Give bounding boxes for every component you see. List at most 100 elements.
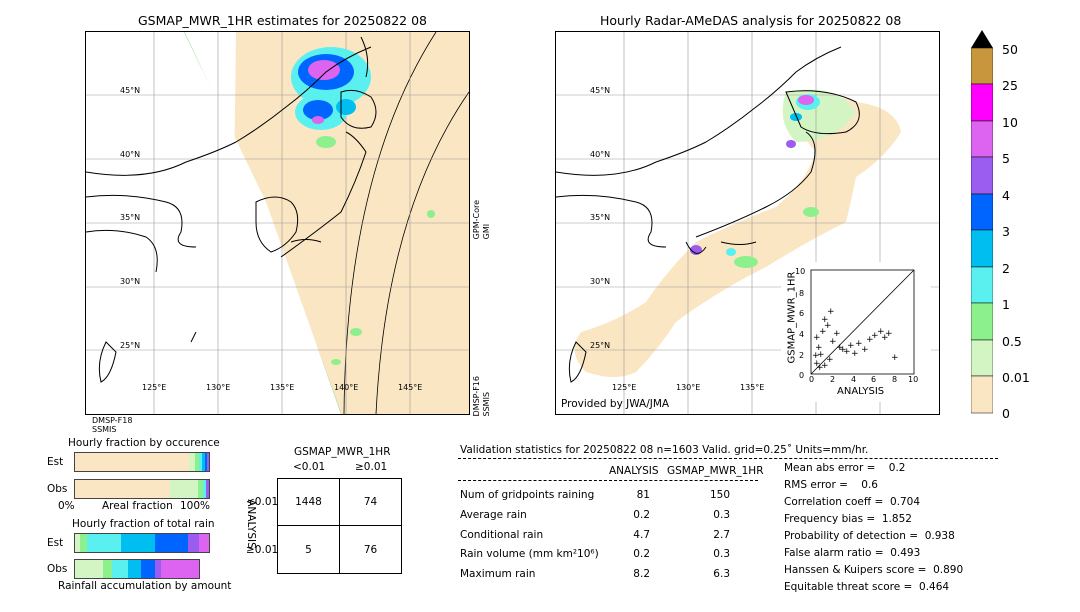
cb-5: 5 <box>1002 151 1010 166</box>
stat-gsmap-4: 6.3 <box>713 568 730 580</box>
stat-analysis-0: 81 <box>636 489 650 501</box>
contingency-title: GSMAP_MWR_1HR <box>294 446 391 458</box>
right-lat-35: 35°N <box>590 213 611 222</box>
left-lon-135: 135°E <box>270 383 295 392</box>
svg-text:+: + <box>847 341 855 351</box>
right-lon-125: 125°E <box>612 383 637 392</box>
occurrence-axis-mid: Areal fraction <box>102 500 173 512</box>
svg-text:+: + <box>881 333 889 343</box>
scatter-y-6: 6 <box>799 309 805 318</box>
left-lon-130: 130°E <box>206 383 231 392</box>
svg-text:+: + <box>816 363 824 373</box>
right-map[interactable]: 45°N 40°N 35°N 30°N 25°N 125°E 130°E 135… <box>555 31 940 415</box>
svg-text:+: + <box>866 335 874 345</box>
scatter-x-2: 2 <box>830 375 836 384</box>
svg-text:+: + <box>877 327 885 337</box>
left-lon-140: 140°E <box>334 383 359 392</box>
svg-text:+: + <box>812 351 820 361</box>
left-lat-45: 45°N <box>120 86 141 95</box>
left-map[interactable]: 45°N 40°N 35°N 30°N 25°N 125°E 130°E 135… <box>85 31 470 415</box>
contingency-value-11: 76 <box>363 544 378 556</box>
right-lat-40: 40°N <box>590 150 611 159</box>
stat-label-0: Num of gridpoints raining <box>460 489 595 501</box>
radar-rain <box>690 94 820 268</box>
total-rain-est-label: Est <box>47 537 64 549</box>
contingency-cell-11: 76 <box>339 525 402 574</box>
scatter-x-6: 6 <box>871 375 877 384</box>
right-lat-25: 25°N <box>590 341 611 350</box>
scatter-y-2: 2 <box>799 351 805 360</box>
left-lat-30: 30°N <box>120 277 141 286</box>
occurrence-obs-label: Obs <box>47 483 68 495</box>
right-lat-45: 45°N <box>590 86 611 95</box>
left-lat-25: 25°N <box>120 341 141 350</box>
contingency-cell-00: 1448 <box>277 478 340 526</box>
cb-0-01: 0.01 <box>1002 370 1030 385</box>
right-map-title: Hourly Radar-AMeDAS analysis for 2025082… <box>600 13 902 28</box>
svg-text:+: + <box>836 343 844 353</box>
svg-text:+: + <box>813 333 821 343</box>
right-map-canvas <box>556 32 939 414</box>
svg-text:+: + <box>843 347 851 357</box>
contingency-value-00: 1448 <box>295 496 322 508</box>
validation-header: Validation statistics for 20250822 08 n=… <box>460 444 869 456</box>
svg-text:+: + <box>815 343 823 353</box>
cb-0-5: 0.5 <box>1002 334 1022 349</box>
provider-label: Provided by JWA/JMA <box>561 398 670 410</box>
total-rain-obs-bar <box>74 559 200 579</box>
occurrence-obs-bar <box>74 479 210 499</box>
stat-analysis-2: 4.7 <box>633 529 650 541</box>
score-6: Hanssen & Kuipers score = 0.890 <box>784 564 964 576</box>
sat-label-gpm: GPM-Core GMI <box>472 200 491 240</box>
score-7: Equitable threat score = 0.464 <box>784 581 950 593</box>
total-rain-est-bar <box>74 533 210 553</box>
scatter-inset: + + + + + + + + + + + + + + + + + + + + + + + + + + + 0 2 … <box>781 262 931 402</box>
svg-text:+: + <box>821 361 829 371</box>
contingency-cell-10: 5 <box>277 525 340 574</box>
left-lat-40: 40°N <box>120 150 141 159</box>
svg-text:+: + <box>885 329 893 339</box>
stat-gsmap-0: 150 <box>709 489 730 501</box>
scatter-x-0: 0 <box>809 375 815 384</box>
contingency-col-ge: ≥0.01 <box>355 461 388 473</box>
svg-text:+: + <box>817 350 825 360</box>
scatter-x-8: 8 <box>892 375 898 384</box>
right-lon-135: 135°E <box>740 383 765 392</box>
occurrence-est-bar <box>74 452 210 472</box>
contingency-row-ge: ≥0.01 <box>246 544 279 556</box>
cb-1: 1 <box>1002 297 1010 312</box>
occurrence-est-label: Est <box>47 456 64 468</box>
scatter-y-8: 8 <box>799 289 805 298</box>
colorbar-svg <box>970 30 994 414</box>
scatter-y-0: 0 <box>799 371 805 380</box>
scatter-y-10: 10 <box>795 267 806 276</box>
svg-text:+: + <box>829 337 837 347</box>
contingency-value-10: 5 <box>305 544 312 556</box>
svg-text:+: + <box>855 339 863 349</box>
occurrence-axis-left: 0% <box>58 500 75 512</box>
svg-text:+: + <box>819 327 827 337</box>
validation-divider-cols <box>458 480 758 481</box>
cb-0: 0 <box>1002 406 1010 421</box>
stat-analysis-1: 0.2 <box>633 509 650 521</box>
total-rain-title: Hourly fraction of total rain <box>72 518 215 530</box>
svg-text:+: + <box>824 321 832 331</box>
scatter-x-10: 10 <box>908 375 919 384</box>
left-lat-35: 35°N <box>120 213 141 222</box>
validation-col-analysis: ANALYSIS <box>609 465 659 477</box>
left-map-canvas <box>86 32 469 414</box>
contingency-col-lt: <0.01 <box>293 461 326 473</box>
total-rain-footer: Rainfall accumulation by amount <box>58 580 232 592</box>
occurrence-axis-right: 100% <box>180 500 211 512</box>
scatter-ylabel: GSMAP_MWR_1HR <box>786 271 798 364</box>
svg-text:+: + <box>833 329 841 339</box>
stat-label-1: Average rain <box>460 509 527 521</box>
stat-label-3: Rain volume (mm km²10⁶) <box>460 548 599 560</box>
svg-text:+: + <box>851 349 859 359</box>
stat-gsmap-2: 2.7 <box>713 529 730 541</box>
sat-label-f18: DMSP-F18 SSMIS <box>92 416 133 434</box>
contingency-row-lt: <0.01 <box>246 496 279 508</box>
stat-gsmap-3: 0.3 <box>713 548 730 560</box>
cb-10: 10 <box>1002 115 1018 130</box>
right-lat-30: 30°N <box>590 277 611 286</box>
